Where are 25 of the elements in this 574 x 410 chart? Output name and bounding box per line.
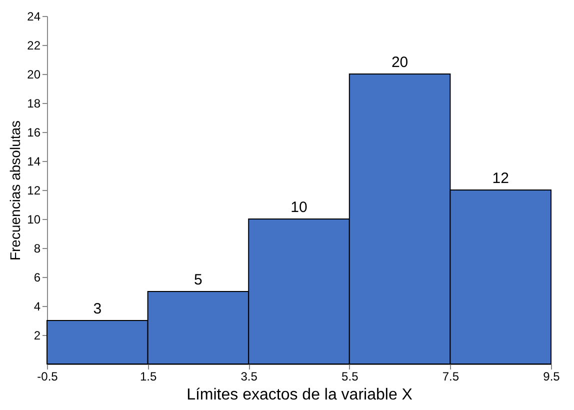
y-tick-label: 10 [27, 212, 41, 226]
x-axis-title: Límites exactos de la variable X [186, 386, 413, 404]
y-tick-label: 22 [27, 38, 41, 52]
data-label: 20 [391, 54, 408, 71]
y-tick-label: 2 [34, 328, 41, 342]
x-tick-label: 5.5 [342, 370, 359, 384]
y-tick-label: 24 [27, 10, 41, 24]
x-tick-label: -0.5 [37, 370, 58, 384]
y-tick-label: 12 [27, 184, 41, 198]
data-label: 10 [290, 199, 308, 216]
y-tick-label: 8 [34, 242, 41, 256]
y-tick-label: 4 [34, 300, 41, 314]
y-tick-label: 18 [27, 96, 41, 110]
y-tick-label: 20 [27, 68, 41, 82]
y-tick-label: 14 [27, 154, 41, 168]
data-label: 3 [93, 300, 102, 318]
y-axis-title: Frecuencias absolutas [7, 120, 24, 261]
data-label: 12 [492, 170, 509, 187]
x-tick-label: 3.5 [240, 370, 258, 384]
y-tick-label: 6 [34, 270, 41, 284]
x-tick-label: 7.5 [442, 370, 460, 384]
y-tick-label: 16 [27, 126, 41, 140]
x-tick-label: 1.5 [140, 370, 157, 384]
data-label: 5 [194, 272, 202, 288]
x-tick-label: 9.5 [543, 370, 560, 384]
